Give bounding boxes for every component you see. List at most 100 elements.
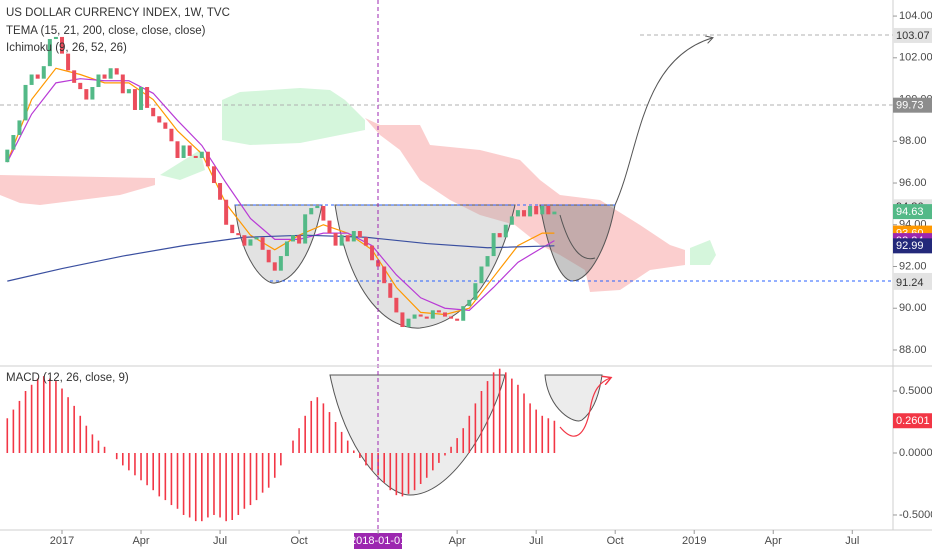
candle — [199, 151, 204, 158]
candle — [315, 205, 320, 209]
candle — [60, 36, 65, 54]
candle — [236, 233, 241, 236]
indicator-label: TEMA (15, 21, 200, close, close, close) — [6, 25, 206, 37]
candle — [157, 116, 162, 123]
candle — [145, 87, 150, 108]
y-tick-label: 96.00 — [899, 177, 927, 189]
candle — [96, 74, 101, 88]
x-tick-label: Apr — [132, 535, 149, 547]
candle — [90, 87, 95, 100]
candle — [382, 266, 387, 284]
x-tick-label: 2019 — [682, 535, 706, 547]
candle — [406, 318, 411, 328]
candle — [467, 299, 472, 307]
candle — [139, 87, 144, 110]
candle — [345, 235, 350, 242]
candle — [84, 89, 89, 100]
candle — [509, 216, 514, 225]
price-tag-label: 103.07 — [896, 30, 930, 42]
candle — [224, 199, 229, 225]
candle — [284, 241, 289, 257]
y-tick-label: 0.5000 — [899, 385, 932, 397]
candle — [181, 145, 186, 158]
indicator-line — [7, 234, 555, 282]
candle — [327, 220, 332, 234]
x-tick-label: Apr — [765, 535, 782, 547]
candle — [436, 310, 441, 313]
candle — [102, 74, 107, 79]
candle — [515, 210, 520, 217]
candle — [17, 120, 22, 136]
y-tick-label: 102.00 — [899, 52, 932, 64]
cloud-green — [222, 88, 365, 145]
candle — [132, 89, 137, 110]
candle — [5, 149, 10, 163]
candle — [394, 297, 399, 313]
cloud-green — [690, 240, 716, 265]
candle — [260, 237, 265, 250]
candle — [72, 70, 77, 83]
y-tick-label: 90.00 — [899, 302, 927, 314]
candle — [497, 233, 502, 238]
price-tag-label: 99.73 — [896, 100, 924, 112]
candle — [248, 239, 253, 246]
candle — [205, 151, 210, 167]
price-tag-label: 92.99 — [896, 240, 924, 252]
candle — [297, 235, 302, 244]
x-tick-label: 2018-01-01 — [350, 535, 406, 547]
candle — [151, 107, 156, 117]
price-tag — [893, 274, 932, 290]
data-layer — [5, 36, 557, 522]
price-tag — [893, 204, 932, 220]
y-tick-label: 92.00 — [899, 260, 927, 272]
y-tick-label: 88.00 — [899, 344, 927, 356]
candle — [266, 249, 271, 263]
macd-cup — [544, 374, 603, 422]
candle — [546, 205, 551, 215]
indicator-line — [6, 78, 555, 311]
candle — [412, 314, 417, 319]
candle — [363, 237, 368, 246]
candle — [442, 312, 447, 317]
candle — [461, 306, 466, 321]
candle — [66, 53, 71, 71]
candle — [53, 36, 58, 40]
candle — [126, 89, 131, 94]
price-tag-label: 0.2601 — [896, 415, 930, 427]
candle — [211, 166, 216, 184]
candle — [108, 68, 113, 79]
y-tick-label: 98.00 — [899, 135, 927, 147]
candle — [473, 283, 478, 300]
candle — [388, 283, 393, 298]
macd-cup — [329, 374, 506, 496]
candle — [291, 235, 296, 242]
candle — [376, 260, 381, 267]
price-tag — [893, 238, 932, 254]
candle — [370, 245, 375, 261]
candle — [169, 128, 174, 142]
candle — [272, 262, 277, 271]
candle — [534, 205, 539, 215]
macd-title: MACD (12, 26, close, 9) — [6, 372, 129, 384]
candle — [400, 312, 405, 328]
cup-shape — [334, 204, 516, 329]
candle — [193, 155, 198, 158]
candle — [23, 84, 28, 121]
price-tag — [893, 413, 932, 429]
price-tag-label: 94.63 — [896, 206, 924, 218]
price-tag-label: 91.24 — [896, 277, 924, 289]
candle — [418, 314, 423, 317]
x-tick-label: Oct — [607, 535, 624, 547]
candle — [552, 211, 557, 215]
candle — [528, 205, 533, 217]
x-tick-label: Oct — [291, 535, 308, 547]
projection-arrow — [614, 38, 712, 206]
crosshair-date-box — [354, 533, 402, 549]
candle — [175, 141, 180, 158]
candle — [479, 266, 484, 284]
candle — [485, 256, 490, 267]
candle — [120, 74, 125, 94]
candle — [11, 135, 16, 150]
